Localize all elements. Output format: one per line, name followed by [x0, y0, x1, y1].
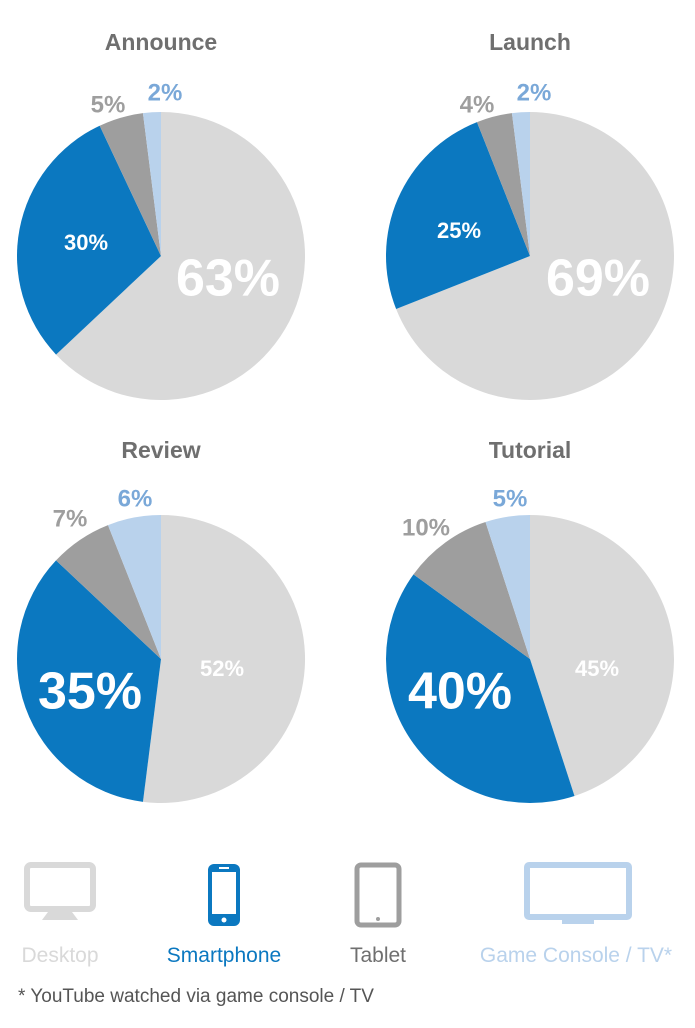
pie-slice-console: [107, 515, 161, 659]
data-label-tablet: 5%: [91, 91, 126, 118]
tablet-icon: [354, 862, 402, 928]
data-label-console: 2%: [517, 79, 552, 106]
data-label-tablet: 7%: [53, 505, 88, 532]
pie-slice-smartphone: [17, 560, 161, 802]
legend-desktop: [24, 862, 96, 924]
pie-slice-smartphone: [17, 125, 162, 355]
legend-label-console: Game Console / TV*: [479, 944, 673, 967]
desktop-icon: [24, 862, 96, 920]
data-label-desktop: 69%: [546, 250, 650, 308]
pie-slice-desktop: [56, 112, 306, 400]
legend-label-smartphone: Smartphone: [166, 944, 282, 967]
tv-icon: [524, 862, 632, 924]
data-label-smartphone: 30%: [64, 230, 108, 255]
pie-slice-console: [511, 112, 530, 256]
legend-label-tablet: Tablet: [349, 944, 407, 967]
data-label-smartphone: 35%: [38, 663, 142, 721]
data-label-tablet: 4%: [460, 91, 495, 118]
chart-title: Launch: [489, 29, 571, 55]
data-label-desktop: 52%: [200, 656, 244, 681]
legend-label-desktop: Desktop: [21, 944, 99, 967]
chart-title: Announce: [105, 29, 217, 55]
legend-console: [524, 862, 632, 924]
pie-slice-console: [142, 112, 161, 256]
pie-slice-tablet: [413, 522, 530, 659]
pie-slice-tablet: [476, 113, 530, 256]
chart-title: Review: [121, 437, 200, 463]
data-label-console: 2%: [148, 79, 183, 106]
pie-launch: Launch 69% 25% 4% 2%: [385, 29, 674, 401]
pie-slice-desktop: [530, 515, 674, 796]
footnote: * YouTube watched via game console / TV: [18, 986, 374, 1007]
legend-tablet: [354, 862, 402, 928]
pie-slice-smartphone: [385, 122, 530, 310]
pie-slice-smartphone: [386, 574, 575, 803]
pie-slice-tablet: [99, 113, 161, 256]
legend-smartphone: [206, 862, 242, 928]
smartphone-icon: [208, 864, 240, 926]
pie-charts: Announce 63% 30% 5% 2% Launch 69% 25% 4% 2% Review…: [17, 29, 674, 803]
pie-slice-desktop: [396, 112, 674, 401]
chart-title: Tutorial: [489, 437, 572, 463]
data-label-console: 6%: [118, 485, 153, 512]
data-label-smartphone: 40%: [408, 663, 512, 721]
pie-slice-console: [485, 515, 530, 659]
pie-slice-desktop: [142, 515, 306, 803]
pie-tutorial: Tutorial 45% 40% 10% 5%: [386, 437, 674, 803]
data-label-tablet: 10%: [402, 514, 450, 541]
data-label-desktop: 63%: [176, 250, 280, 308]
data-label-console: 5%: [493, 485, 528, 512]
pie-announce: Announce 63% 30% 5% 2%: [17, 29, 306, 400]
data-label-smartphone: 25%: [437, 218, 481, 243]
pie-review: Review 52% 35% 7% 6%: [17, 437, 306, 803]
pie-slice-tablet: [56, 525, 161, 659]
data-label-desktop: 45%: [575, 656, 619, 681]
